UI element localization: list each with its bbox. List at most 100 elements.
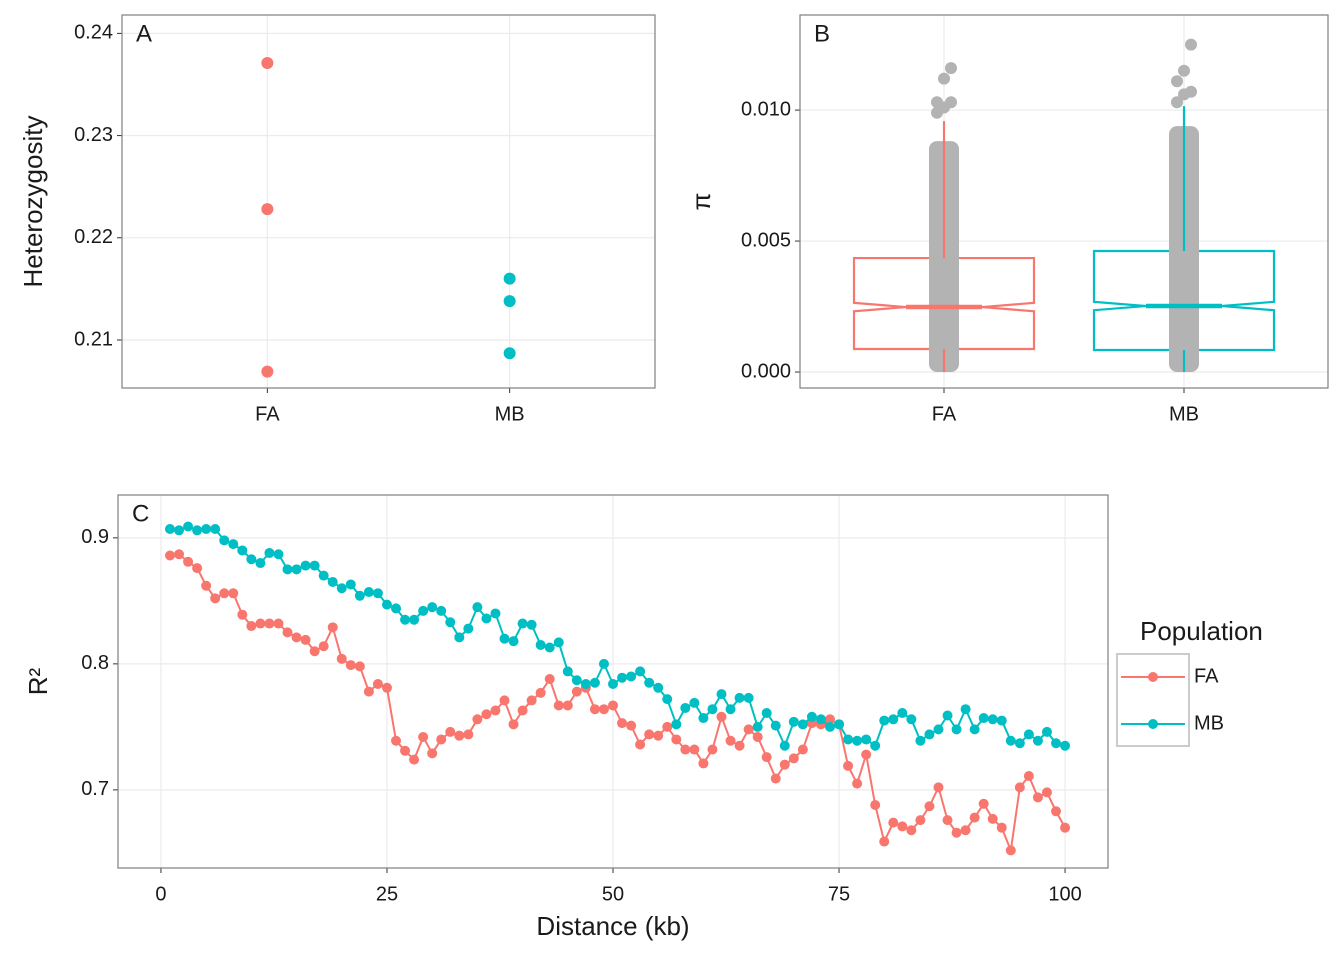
point: [400, 745, 411, 756]
point: [861, 749, 872, 760]
point: [201, 524, 212, 535]
point: [879, 715, 890, 726]
point: [761, 752, 772, 763]
legend-point: [1148, 719, 1158, 729]
point: [363, 587, 374, 598]
point: [454, 730, 465, 741]
point: [228, 539, 239, 550]
point: [834, 719, 845, 730]
box: [1092, 249, 1276, 352]
point: [210, 593, 221, 604]
point: [381, 682, 392, 693]
point: [644, 729, 655, 740]
point: [951, 827, 962, 838]
y-tick-label: 0.21: [74, 328, 113, 350]
point: [1005, 845, 1016, 856]
plot-background: [122, 15, 655, 388]
point: [291, 632, 302, 643]
point: [219, 588, 230, 599]
point: [164, 524, 175, 535]
x-tick-label: 0: [155, 883, 166, 905]
point: [870, 799, 881, 810]
point: [1023, 729, 1034, 740]
point: [517, 705, 528, 716]
outlier: [945, 62, 957, 75]
point: [261, 365, 274, 378]
point: [327, 576, 338, 587]
point: [517, 618, 528, 629]
point: [996, 715, 1007, 726]
point: [1005, 735, 1016, 746]
point: [544, 673, 555, 684]
point: [662, 694, 673, 705]
point: [788, 753, 799, 764]
point: [680, 702, 691, 713]
point: [1051, 738, 1062, 749]
point: [608, 700, 618, 711]
point: [481, 613, 492, 624]
point: [725, 735, 736, 746]
point: [734, 740, 745, 751]
point: [770, 720, 781, 731]
panel-label: B: [814, 20, 830, 47]
plot-background: [800, 15, 1328, 388]
x-tick-label: MB: [1169, 403, 1199, 425]
point: [535, 687, 546, 698]
point: [671, 734, 682, 745]
point: [1023, 771, 1034, 782]
point: [174, 525, 185, 536]
point: [571, 686, 582, 697]
point: [363, 686, 374, 697]
point: [870, 740, 881, 751]
y-tick-label: 0.7: [81, 778, 109, 800]
outlier: [1171, 75, 1183, 88]
point: [888, 714, 899, 725]
point: [987, 714, 998, 725]
x-axis-title: Distance (kb): [536, 911, 689, 941]
point: [255, 618, 266, 629]
point: [282, 627, 293, 638]
point: [915, 815, 926, 826]
point: [345, 660, 356, 671]
point: [897, 708, 908, 719]
box: [852, 256, 1036, 351]
point: [987, 813, 998, 824]
point: [942, 815, 953, 826]
point: [427, 748, 438, 759]
point: [246, 554, 257, 565]
point: [300, 634, 311, 645]
point: [924, 801, 935, 812]
point: [219, 535, 230, 546]
point: [503, 295, 516, 308]
point: [228, 588, 239, 599]
point: [906, 825, 917, 836]
point: [372, 679, 383, 690]
outlier: [945, 96, 957, 109]
point: [391, 735, 402, 746]
point: [617, 718, 628, 729]
point: [291, 564, 302, 575]
legend-label: MB: [1194, 712, 1224, 734]
point: [210, 524, 221, 535]
point: [327, 622, 338, 633]
point: [436, 605, 447, 616]
outlier: [938, 72, 950, 85]
point: [309, 560, 320, 571]
point: [503, 347, 516, 360]
point: [273, 618, 284, 629]
point: [752, 731, 763, 742]
point: [626, 671, 637, 682]
point: [815, 714, 826, 725]
point: [553, 700, 564, 711]
point: [608, 679, 618, 690]
point: [463, 729, 474, 740]
point: [635, 666, 646, 677]
point: [635, 739, 646, 750]
x-tick-label: MB: [495, 403, 525, 425]
point: [653, 682, 664, 693]
point: [381, 599, 392, 610]
point: [589, 677, 600, 688]
outlier: [1185, 38, 1197, 51]
point: [246, 621, 257, 632]
